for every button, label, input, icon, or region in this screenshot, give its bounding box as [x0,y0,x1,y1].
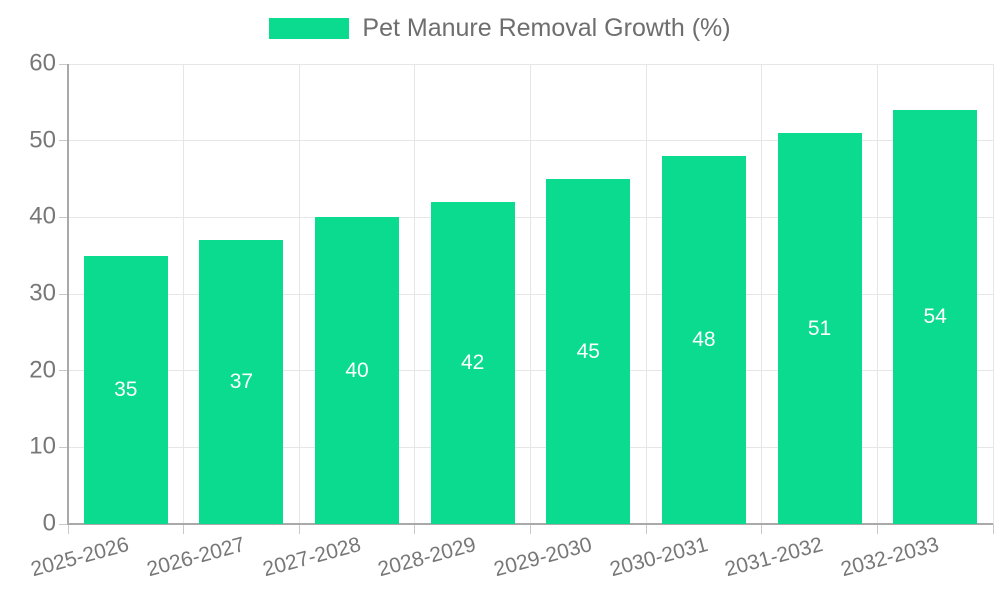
y-tick [59,446,68,448]
bar [315,217,400,524]
bar [777,133,862,524]
legend-swatch-icon [269,18,350,39]
bar [893,110,978,524]
v-gridline [876,64,878,524]
x-tick-label: 2032-2033 [838,533,942,582]
y-tick [59,370,68,372]
x-tick [67,524,69,534]
y-tick-label: 10 [29,432,56,460]
v-gridline [645,64,647,524]
bar [430,202,515,524]
legend-label: Pet Manure Removal Growth (%) [362,14,731,42]
bar-value-label: 35 [114,377,138,401]
v-gridline [414,64,416,524]
x-tick-label: 2026-2027 [144,533,248,582]
x-tick [414,524,416,534]
v-gridline [298,64,300,524]
plot-area: 0 10 20 30 40 50 60 35 2025-2026 37 2026-2027 40 202… [29,49,994,581]
x-tick-label: 2028-2029 [375,533,479,582]
x-axis-line [67,523,993,525]
y-tick-label: 30 [29,279,56,307]
v-gridline [530,64,531,524]
x-tick [183,524,185,534]
y-tick [59,523,68,525]
bar-value-label: 45 [576,339,600,363]
bar-value-label: 40 [345,358,369,382]
bar [199,240,284,524]
bar [661,156,746,524]
bar-value-label: 51 [807,316,832,340]
bar-value-label: 48 [692,328,716,351]
x-tick-label: 2027-2028 [260,533,364,582]
v-gridline [183,64,185,524]
y-tick-label: 60 [29,49,56,77]
x-tick [530,524,531,534]
y-tick-label: 50 [29,126,56,154]
x-tick-label: 2029-2030 [491,533,595,582]
x-tick-label: 2030-2031 [606,533,710,582]
y-tick-label: 20 [29,356,56,384]
x-tick [761,524,763,534]
bar [546,179,631,524]
x-tick [992,524,994,534]
y-tick-label: 40 [29,202,56,230]
y-tick [59,293,68,295]
x-tick-label: 2025-2026 [28,533,132,582]
x-tick [298,524,300,534]
bar-value-label: 42 [461,351,485,374]
y-tick [59,63,68,65]
bar-value-label: 54 [923,305,947,328]
bar-value-label: 37 [229,370,254,394]
y-axis-line [67,64,69,524]
bar [83,255,168,524]
chart-legend[interactable]: Pet Manure Removal Growth (%) [0,14,1000,43]
x-tick [876,524,878,534]
x-tick-label: 2031-2032 [722,533,826,582]
y-tick [59,216,68,218]
y-tick [59,140,68,142]
x-tick [645,524,647,534]
v-gridline [992,64,994,524]
v-gridline [761,64,763,524]
y-tick-label: 0 [42,509,56,537]
